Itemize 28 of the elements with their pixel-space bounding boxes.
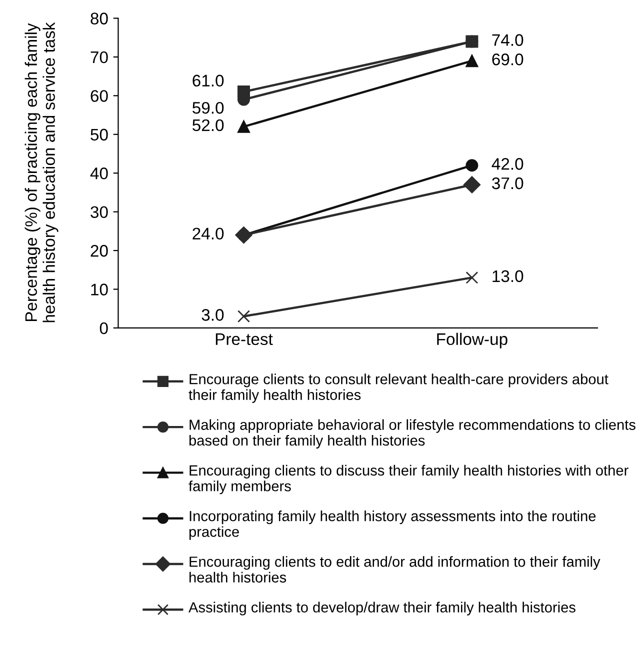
legend-label: Encouraging clients to edit and/or add information to their family health histories [190, 556, 600, 583]
legend-label: Encourage clients to consult relevant health-care providers about their family health histories [188, 374, 608, 403]
data-label: 61.0 [192, 74, 224, 87]
data-label: 69.0 [492, 54, 524, 66]
y-tick-label: 80 [90, 12, 108, 24]
data-label: 24.0 [192, 228, 224, 240]
y-tick-label: 70 [90, 51, 108, 64]
legend-label: Assisting clients to develop/draw their family health histories [188, 602, 576, 616]
legend-label: Encouraging clients to discuss their family health histories with other family members [188, 464, 628, 494]
y-axis-title: Percentage (%) of practicing each family health history education and service task [24, 22, 58, 322]
y-tick-label: 0 [100, 322, 108, 334]
y-tick-label: 30 [90, 206, 108, 218]
y-tick-label: 40 [90, 168, 108, 180]
y-tick-label: 20 [90, 244, 108, 257]
data-label: 13.0 [492, 270, 524, 282]
data-label: 52.0 [192, 119, 224, 132]
legend-label: Making appropriate behavioral or lifestyle recommendations to clients based on their family health histories [189, 419, 636, 449]
y-tick-label: 60 [90, 90, 108, 102]
data-label: 74.0 [492, 34, 524, 46]
y-tick-label: 50 [90, 128, 108, 141]
y-tick-label: 10 [91, 284, 108, 296]
legend-label: Incorporating family health history assessments into the routine practice [189, 510, 596, 540]
x-tick-label: Follow-up [437, 332, 508, 348]
data-label: 3.0 [202, 309, 224, 321]
data-label: 59.0 [192, 102, 224, 114]
data-label: 42.0 [492, 158, 524, 170]
x-tick-label: Pre-test [216, 333, 273, 346]
data-label: 37.0 [492, 177, 524, 190]
